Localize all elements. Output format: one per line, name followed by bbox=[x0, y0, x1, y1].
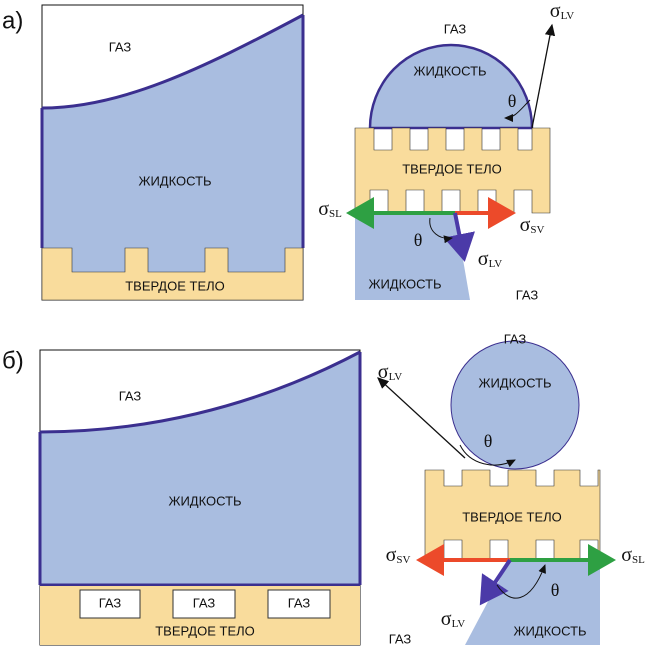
subscript: LV bbox=[389, 371, 403, 383]
subscript: LV bbox=[489, 258, 503, 270]
liquid-label: ЖИДКОСТЬ bbox=[168, 493, 241, 508]
sigma-label: σLV bbox=[478, 248, 502, 270]
solid-label: ТВЕРДОЕ ТЕЛО bbox=[125, 278, 225, 293]
subscript: SL bbox=[329, 208, 342, 220]
droplet bbox=[370, 45, 532, 128]
liquid-label: ЖИДКОСТЬ bbox=[413, 63, 486, 78]
sigma-label: σSL bbox=[621, 544, 645, 566]
gas-label: ГАЗ bbox=[389, 631, 412, 646]
symbol: σ bbox=[318, 198, 329, 220]
solid-label: ТВЕРДОЕ ТЕЛО bbox=[462, 509, 562, 524]
gas-label: ГАЗ bbox=[444, 21, 467, 36]
theta: θ bbox=[414, 230, 423, 250]
subscript: SL bbox=[632, 554, 645, 566]
gas-label: ГАЗ bbox=[516, 287, 539, 302]
gas-label: ГАЗ bbox=[119, 388, 142, 403]
sigma-label: σSV bbox=[520, 214, 545, 236]
solid-label: ТВЕРДОЕ ТЕЛО bbox=[402, 161, 502, 176]
theta: θ bbox=[551, 580, 560, 600]
gas-label: ГАЗ bbox=[109, 39, 132, 54]
symbol: σ bbox=[478, 248, 489, 270]
sigma-label: σLV bbox=[550, 0, 574, 22]
subscript: SV bbox=[530, 224, 544, 236]
symbol: σ bbox=[378, 361, 389, 383]
subscript: SV bbox=[396, 554, 410, 566]
subscript: LV bbox=[452, 618, 466, 630]
symbol: σ bbox=[621, 544, 632, 566]
vector bbox=[532, 25, 552, 128]
panel-label: а) bbox=[2, 7, 23, 34]
liquid-label: ЖИДКОСТЬ bbox=[478, 375, 551, 390]
diagram: а) ГАЗ ЖИДКОСТЬ ТВЕРДОЕ ТЕЛО ГАЗ ЖИДКОСТ… bbox=[0, 0, 657, 649]
droplet bbox=[451, 341, 579, 469]
symbol: σ bbox=[520, 214, 531, 236]
symbol: σ bbox=[550, 0, 561, 22]
sigma-label: σLV bbox=[378, 361, 402, 383]
gas-label: ГАЗ bbox=[504, 331, 527, 346]
liquid-label: ЖИДКОСТЬ bbox=[368, 276, 441, 291]
symbol: σ bbox=[386, 544, 397, 566]
theta: θ bbox=[508, 91, 517, 111]
liquid-label: ЖИДКОСТЬ bbox=[138, 173, 211, 188]
liquid-label: ЖИДКОСТЬ bbox=[513, 623, 586, 638]
sigma-label: σSV bbox=[386, 544, 411, 566]
sigma-label: σSL bbox=[318, 198, 342, 220]
symbol: σ bbox=[441, 608, 452, 630]
gas-label: ГАЗ bbox=[288, 595, 311, 610]
gas-label: ГАЗ bbox=[99, 595, 122, 610]
sigma-label: σLV bbox=[441, 608, 465, 630]
subscript: LV bbox=[561, 10, 575, 22]
panel-label: б) bbox=[2, 347, 24, 374]
solid-label: ТВЕРДОЕ ТЕЛО bbox=[155, 623, 255, 638]
gas-label: ГАЗ bbox=[193, 595, 216, 610]
theta: θ bbox=[484, 431, 493, 451]
